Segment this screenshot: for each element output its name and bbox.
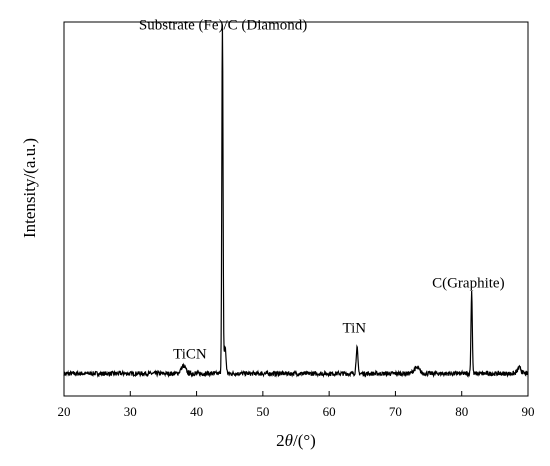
xrd-pattern-line — [63, 24, 529, 378]
x-axis-label-unit: /(°) — [293, 431, 316, 450]
x-tick-label: 80 — [455, 404, 468, 419]
x-tick-label: 20 — [58, 404, 71, 419]
x-tick-label: 70 — [389, 404, 402, 419]
x-tick-label: 50 — [256, 404, 269, 419]
x-tick-label: 60 — [323, 404, 336, 419]
peak-annotations: Substrate (Fe)/C (Diamond) TiCN TiN C(Graph… — [139, 17, 505, 362]
x-axis-label-theta: θ — [285, 431, 293, 450]
x-tick-label: 30 — [124, 404, 137, 419]
x-axis-tick-labels: 20 30 40 50 60 70 80 90 — [58, 404, 535, 419]
x-axis-label-prefix: 2 — [276, 431, 285, 450]
plot-frame — [63, 21, 529, 397]
x-tick-label: 90 — [522, 404, 535, 419]
y-axis-label: Intensity/(a.u.) — [20, 138, 39, 238]
peak-annotation: C(Graphite) — [432, 276, 504, 292]
x-tick-label: 40 — [190, 404, 203, 419]
peak-annotation: TiCN — [173, 347, 207, 363]
x-axis-ticks — [63, 391, 529, 396]
x-axis-label: 2θ/(°) — [276, 431, 316, 450]
peak-annotation: Substrate (Fe)/C (Diamond) — [139, 17, 307, 33]
peak-annotation: TiN — [343, 320, 367, 336]
